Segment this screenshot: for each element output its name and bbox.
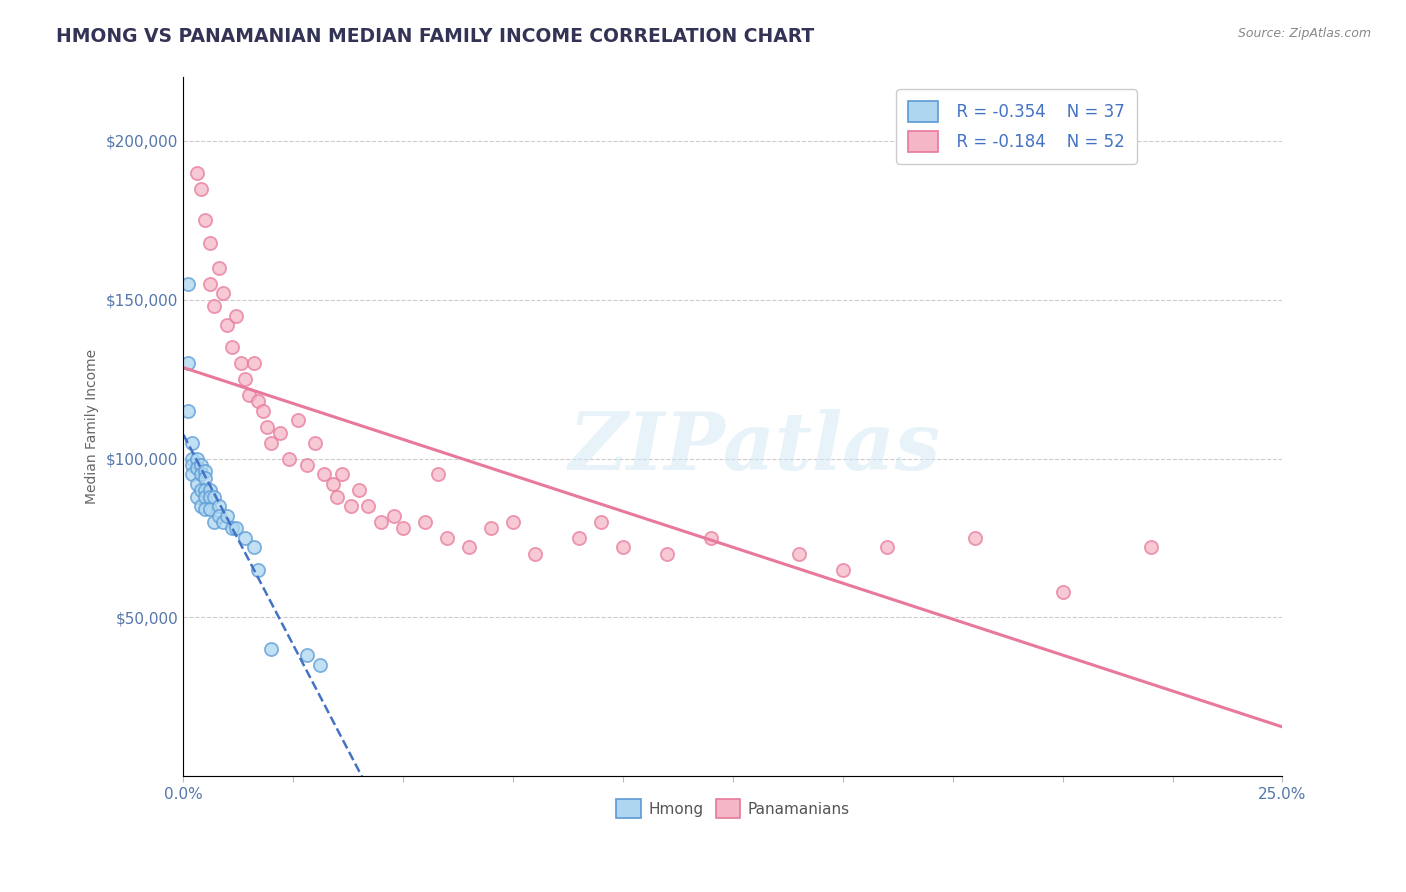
Point	[458, 541, 481, 555]
Text: Source: ZipAtlas.com: Source: ZipAtlas.com	[1237, 27, 1371, 40]
Point	[198, 502, 221, 516]
Point	[339, 499, 361, 513]
Point	[502, 515, 524, 529]
Point	[194, 502, 217, 516]
Point	[194, 470, 217, 484]
Point	[247, 394, 270, 409]
Point	[252, 404, 274, 418]
Point	[202, 490, 225, 504]
Point	[591, 515, 613, 529]
Point	[295, 648, 318, 663]
Point	[330, 467, 353, 482]
Point	[612, 541, 634, 555]
Point	[326, 490, 349, 504]
Point	[198, 235, 221, 250]
Point	[524, 547, 547, 561]
Point	[243, 356, 266, 370]
Point	[427, 467, 450, 482]
Point	[194, 483, 217, 498]
Point	[190, 458, 212, 472]
Point	[568, 531, 591, 545]
Point	[269, 426, 291, 441]
Point	[186, 490, 208, 504]
Point	[413, 515, 436, 529]
Point	[221, 521, 243, 535]
Point	[229, 356, 252, 370]
Point	[260, 642, 283, 657]
Point	[700, 531, 723, 545]
Point	[186, 477, 208, 491]
Point	[186, 461, 208, 475]
Point	[233, 372, 256, 386]
Point	[177, 356, 200, 370]
Point	[384, 508, 406, 523]
Point	[225, 521, 247, 535]
Point	[177, 277, 200, 291]
Point	[194, 464, 217, 478]
Point	[194, 213, 217, 227]
Point	[370, 515, 392, 529]
Point	[208, 499, 231, 513]
Point	[233, 531, 256, 545]
Point	[190, 483, 212, 498]
Legend: Hmong, Panamanians: Hmong, Panamanians	[610, 793, 856, 824]
Point	[876, 541, 898, 555]
Point	[308, 658, 330, 673]
Point	[349, 483, 371, 498]
Point	[1052, 585, 1074, 599]
Point	[177, 404, 200, 418]
Point	[202, 515, 225, 529]
Point	[190, 181, 212, 195]
Point	[831, 563, 853, 577]
Y-axis label: Median Family Income: Median Family Income	[86, 350, 100, 504]
Point	[208, 260, 231, 275]
Point	[295, 458, 318, 472]
Point	[479, 521, 502, 535]
Point	[217, 508, 239, 523]
Point	[198, 490, 221, 504]
Point	[314, 467, 336, 482]
Point	[198, 277, 221, 291]
Point	[655, 547, 678, 561]
Point	[243, 541, 266, 555]
Point	[194, 490, 217, 504]
Point	[181, 451, 204, 466]
Point	[217, 318, 239, 333]
Point	[256, 419, 278, 434]
Point	[1139, 541, 1161, 555]
Point	[278, 451, 301, 466]
Point	[304, 435, 326, 450]
Point	[221, 340, 243, 354]
Point	[190, 499, 212, 513]
Point	[260, 435, 283, 450]
Point	[436, 531, 458, 545]
Point	[202, 299, 225, 313]
Point	[198, 483, 221, 498]
Point	[238, 388, 260, 402]
Text: HMONG VS PANAMANIAN MEDIAN FAMILY INCOME CORRELATION CHART: HMONG VS PANAMANIAN MEDIAN FAMILY INCOME…	[56, 27, 814, 45]
Point	[181, 458, 204, 472]
Point	[322, 477, 344, 491]
Point	[186, 166, 208, 180]
Text: ZIPatlas: ZIPatlas	[569, 409, 941, 486]
Point	[247, 563, 270, 577]
Point	[787, 547, 810, 561]
Point	[357, 499, 380, 513]
Point	[186, 451, 208, 466]
Point	[963, 531, 986, 545]
Point	[225, 309, 247, 323]
Point	[392, 521, 415, 535]
Point	[208, 508, 231, 523]
Point	[181, 435, 204, 450]
Point	[212, 286, 235, 301]
Point	[181, 467, 204, 482]
Point	[212, 515, 235, 529]
Point	[190, 467, 212, 482]
Point	[287, 413, 309, 427]
